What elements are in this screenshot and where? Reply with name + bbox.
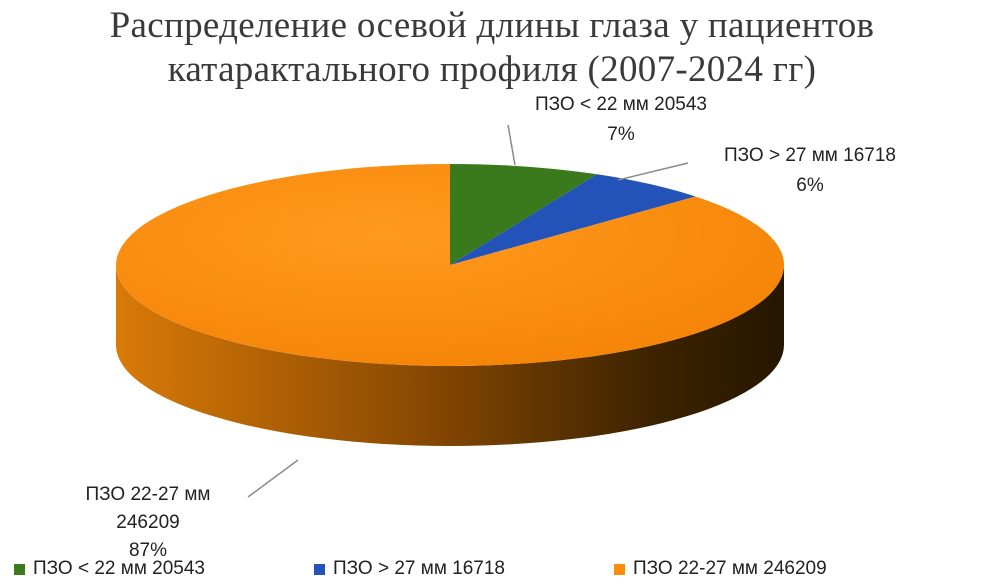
label-slice-normal-percent: 87% xyxy=(129,540,167,561)
legend-label-small: ПЗО < 22 мм 20543 xyxy=(33,558,206,579)
label-slice-large-axial-percent: 6% xyxy=(796,175,824,196)
leader-line-small xyxy=(507,124,516,166)
chart-title-line-1: Распределение осевой длины глаза у пацие… xyxy=(109,5,875,46)
label-slice-normal-name: ПЗО 22-27 мм xyxy=(86,484,211,505)
legend-label-large-axial: ПЗО > 27 мм 16718 xyxy=(333,558,506,579)
legend-label-normal: ПЗО 22-27 мм 246209 xyxy=(633,558,827,579)
chart-title-line-2: катарактального профиля (2007-2024 гг) xyxy=(167,49,817,90)
pie-side-wall xyxy=(116,265,784,446)
leader-line-normal xyxy=(247,459,299,498)
pie-top xyxy=(116,164,785,366)
legend-swatch-normal xyxy=(614,563,625,575)
pie-side xyxy=(116,265,784,446)
legend: ПЗО < 22 мм 20543 ПЗО > 27 мм 16718 ПЗО … xyxy=(14,556,974,582)
leader-lines xyxy=(247,124,689,498)
chart-title: Распределение осевой длины глаза у пацие… xyxy=(0,4,984,92)
legend-swatch-large-axial xyxy=(314,563,325,575)
pie-slice-large-axial xyxy=(450,174,696,265)
legend-swatch-small xyxy=(14,563,25,575)
legend-item-normal: ПЗО 22-27 мм 246209 xyxy=(614,558,827,580)
pie-slice-normal-axial xyxy=(116,164,785,366)
label-slice-small-percent: 7% xyxy=(607,124,635,145)
label-slice-normal-value: 246209 xyxy=(116,512,179,533)
legend-item-large-axial: ПЗО > 27 мм 16718 xyxy=(314,558,614,580)
label-slice-small-name: ПЗО < 22 мм 20543 xyxy=(535,94,707,115)
label-slice-large-axial-name: ПЗО > 27 мм 16718 xyxy=(724,145,896,166)
leader-line-large-axial xyxy=(617,162,689,181)
pie-slice-small-axial xyxy=(450,164,597,265)
legend-item-small: ПЗО < 22 мм 20543 xyxy=(14,558,314,580)
